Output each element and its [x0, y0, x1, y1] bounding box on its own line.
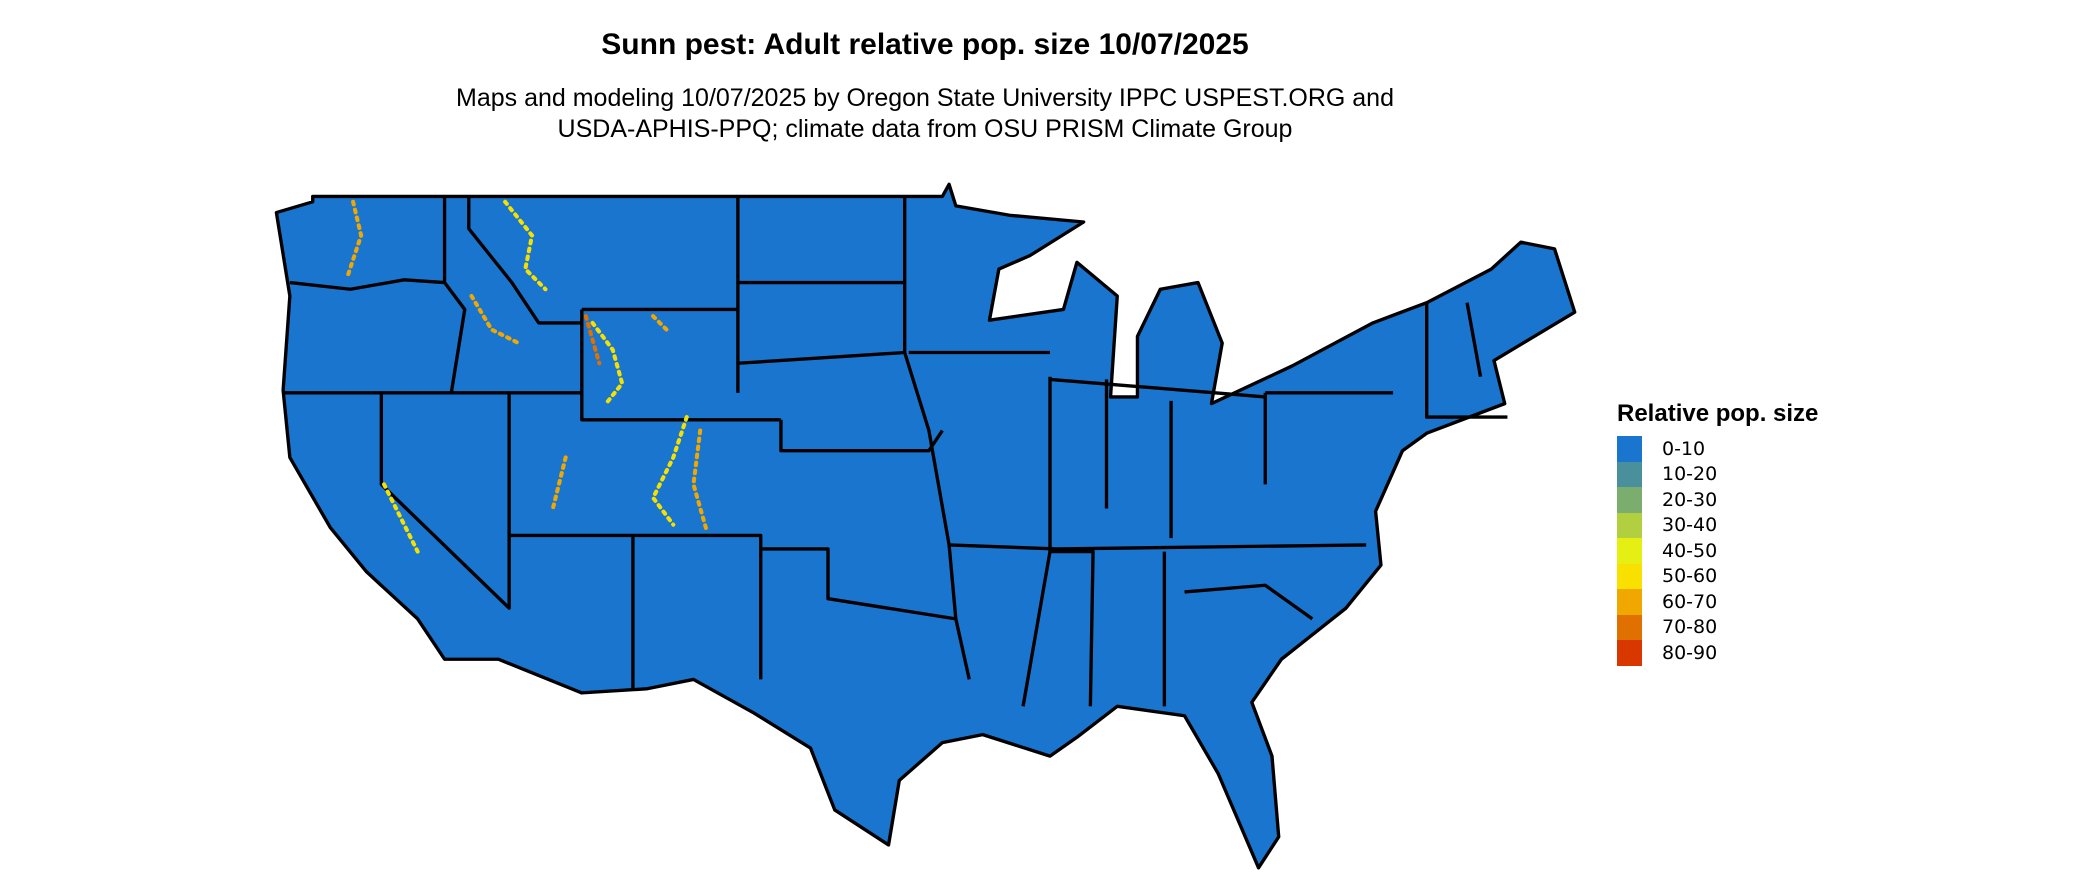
map-subtitle-line-1: Maps and modeling 10/07/2025 by Oregon S…	[456, 84, 1394, 112]
legend-label: 60-70	[1662, 590, 1718, 613]
map-subtitle-line-2: USDA-APHIS-PPQ; climate data from OSU PR…	[557, 115, 1293, 143]
legend-swatch	[1617, 640, 1642, 666]
legend-swatch	[1617, 589, 1642, 615]
legend-label: 70-80	[1662, 616, 1718, 639]
legend-label: 0-10	[1662, 437, 1706, 460]
legend-swatch	[1617, 487, 1642, 513]
legend-item: 20-30	[1617, 487, 1818, 513]
legend-swatch	[1617, 461, 1642, 487]
legend-label: 80-90	[1662, 641, 1718, 664]
legend-item: 50-60	[1617, 563, 1818, 589]
legend-item: 80-90	[1617, 640, 1818, 666]
conus-outline	[274, 182, 1577, 870]
hotspot-patches	[345, 199, 709, 554]
legend-item: 30-40	[1617, 512, 1818, 538]
legend-label: 10-20	[1662, 463, 1718, 486]
legend-swatch	[1617, 436, 1642, 462]
legend-label: 50-60	[1662, 565, 1718, 588]
map-title: Sunn pest: Adult relative pop. size 10/0…	[601, 28, 1249, 61]
legend-title: Relative pop. size	[1617, 400, 1819, 427]
legend-item: 60-70	[1617, 589, 1818, 615]
state-borders	[283, 196, 1508, 707]
legend-swatch	[1617, 512, 1642, 538]
legend-item: 70-80	[1617, 614, 1818, 640]
legend-swatch	[1617, 614, 1642, 640]
legend-label: 20-30	[1662, 488, 1718, 511]
legend-item: 10-20	[1617, 461, 1818, 487]
legend: Relative pop. size 0-10 10-20 20-30 30-40 40…	[1617, 400, 1818, 666]
legend-swatch	[1617, 538, 1642, 564]
legend-item: 0-10	[1617, 436, 1818, 462]
legend-label: 40-50	[1662, 539, 1718, 562]
legend-swatch	[1617, 563, 1642, 589]
legend-item: 40-50	[1617, 538, 1818, 564]
legend-label: 30-40	[1662, 514, 1718, 537]
